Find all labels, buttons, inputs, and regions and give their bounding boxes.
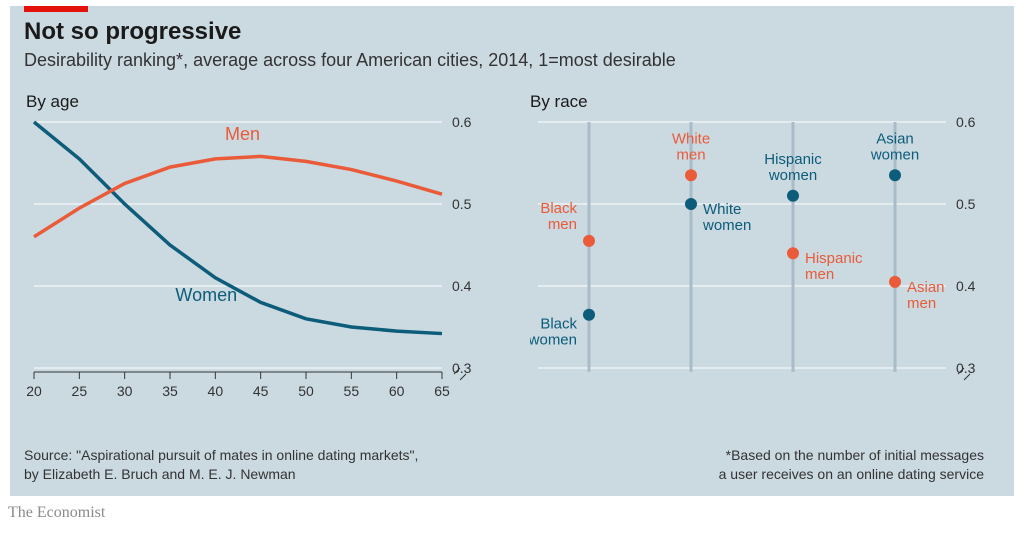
svg-text:men: men [907,295,936,312]
svg-text:Men: Men [225,124,260,144]
chart-panel: Not so progressive Desirability ranking*… [10,6,1014,496]
source-line-2: by Elizabeth E. Bruch and M. E. J. Newma… [24,466,296,482]
svg-text:Hispanic: Hispanic [805,250,863,267]
svg-text:Asian: Asian [907,279,945,296]
svg-text:women: women [870,146,919,163]
svg-text:45: 45 [253,383,269,399]
svg-text:30: 30 [117,383,133,399]
footnote-text: *Based on the number of initial messages… [719,446,984,484]
source-credit: The Economist [8,504,105,522]
svg-text:Black: Black [540,200,577,217]
by-race-svg: 0.30.40.50.6BlackmenBlackwomenWhitemenWh… [530,114,990,404]
svg-text:women: women [530,332,577,349]
figure-container: Not so progressive Desirability ranking*… [0,0,1024,536]
svg-text:women: women [702,217,751,234]
svg-text:White: White [672,130,710,147]
left-chart-title: By age [26,92,79,112]
svg-text:Hispanic: Hispanic [764,151,822,168]
chart-title: Not so progressive [24,18,241,46]
svg-text:Black: Black [540,316,577,333]
accent-bar [24,6,88,12]
svg-text:0.4: 0.4 [452,278,472,294]
footnote-line-1: *Based on the number of initial messages [726,447,984,463]
footnote-line-2: a user receives on an online dating serv… [719,466,984,482]
svg-text:65: 65 [434,383,450,399]
svg-text:25: 25 [72,383,88,399]
by-age-chart: 0.30.40.50.620253035404550556065MenWomen [26,114,486,404]
source-line-1: Source: "Aspirational pursuit of mates i… [24,447,418,463]
svg-text:55: 55 [344,383,360,399]
source-text: Source: "Aspirational pursuit of mates i… [24,446,418,484]
by-race-chart: 0.30.40.50.6BlackmenBlackwomenWhitemenWh… [530,114,990,404]
svg-text:0.6: 0.6 [956,114,976,130]
svg-text:50: 50 [298,383,314,399]
svg-text:men: men [805,266,834,283]
by-age-svg: 0.30.40.50.620253035404550556065MenWomen [26,114,486,404]
svg-text:0.5: 0.5 [956,196,976,212]
svg-text:men: men [548,216,577,233]
svg-text:White: White [703,201,741,218]
svg-text:35: 35 [162,383,178,399]
svg-text:0.4: 0.4 [956,278,976,294]
svg-text:0.6: 0.6 [452,114,472,130]
svg-text:Women: Women [175,285,237,305]
chart-subtitle: Desirability ranking*, average across fo… [24,50,676,71]
svg-text:40: 40 [208,383,224,399]
right-chart-title: By race [530,92,588,112]
svg-text:0.5: 0.5 [452,196,472,212]
svg-text:Asian: Asian [876,130,914,147]
svg-text:men: men [676,146,705,163]
svg-text:60: 60 [389,383,405,399]
svg-text:20: 20 [26,383,42,399]
svg-text:women: women [768,167,817,184]
